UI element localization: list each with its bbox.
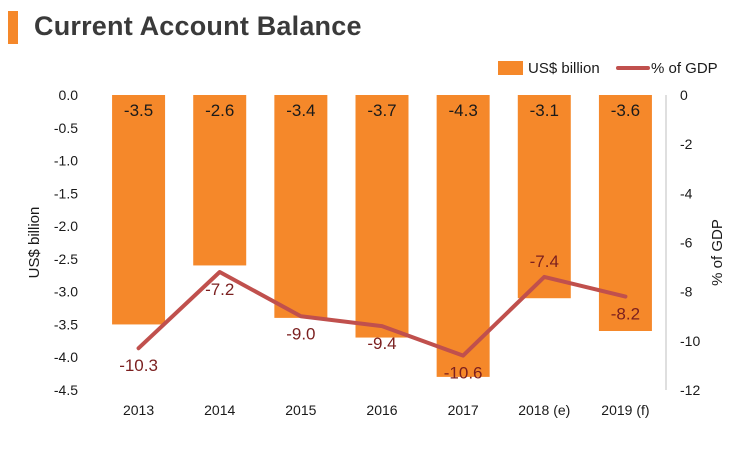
right-tick-label: -4: [680, 185, 693, 201]
legend-line-label: % of GDP: [651, 60, 718, 77]
right-axis-title: % of GDP: [709, 219, 726, 286]
right-tick-label: -10: [680, 333, 700, 349]
x-tick-label: 2018 (e): [518, 402, 570, 418]
legend-bar-label: US$ billion: [528, 60, 600, 77]
bar: [193, 95, 247, 266]
chart-title: Current Account Balance: [34, 11, 362, 41]
bar: [436, 95, 490, 377]
bar-data-label: -4.3: [448, 101, 477, 120]
left-tick-label: -3.0: [54, 284, 78, 300]
bar-data-label: -2.6: [205, 101, 234, 120]
x-tick-label: 2013: [123, 402, 154, 418]
legend-bar-swatch: [498, 61, 523, 75]
left-axis-title: US$ billion: [26, 207, 43, 279]
title-accent-bar: [8, 11, 18, 44]
bar: [112, 95, 166, 325]
x-tick-label: 2016: [366, 402, 397, 418]
left-tick-label: -4.5: [54, 382, 78, 398]
left-tick-label: -2.5: [54, 251, 78, 267]
bar-data-label: -3.7: [367, 101, 396, 120]
right-tick-label: -6: [680, 235, 693, 251]
right-tick-label: -8: [680, 284, 693, 300]
x-tick-label: 2017: [448, 402, 479, 418]
line-data-label: -10.3: [119, 356, 158, 375]
gdp-line: [136, 270, 628, 358]
bar: [274, 95, 328, 318]
line-data-label: -10.6: [444, 364, 483, 383]
bar: [517, 95, 571, 299]
bar-data-label: -3.5: [124, 101, 153, 120]
left-tick-label: -3.5: [54, 316, 78, 332]
bar-data-label: -3.4: [286, 101, 315, 120]
right-tick-label: -2: [680, 136, 693, 152]
bar-data-label: -3.6: [611, 101, 640, 120]
right-tick-label: 0: [680, 87, 688, 103]
left-tick-label: -1.0: [54, 153, 78, 169]
left-tick-label: 0.0: [59, 87, 79, 103]
left-tick-label: -2.0: [54, 218, 78, 234]
x-tick-label: 2014: [204, 402, 235, 418]
left-tick-label: -4.0: [54, 349, 78, 365]
line-data-label: -7.4: [530, 252, 559, 271]
x-tick-label: 2015: [285, 402, 316, 418]
line-data-label: -8.2: [611, 305, 640, 324]
right-tick-label: -12: [680, 382, 700, 398]
line-data-label: -9.0: [286, 324, 315, 343]
left-tick-label: -1.5: [54, 185, 78, 201]
bar: [355, 95, 409, 338]
left-tick-label: -0.5: [54, 120, 78, 136]
line-data-label: -9.4: [367, 334, 396, 353]
bar-data-label: -3.1: [530, 101, 559, 120]
line-data-label: -7.2: [205, 280, 234, 299]
x-tick-label: 2019 (f): [601, 402, 649, 418]
